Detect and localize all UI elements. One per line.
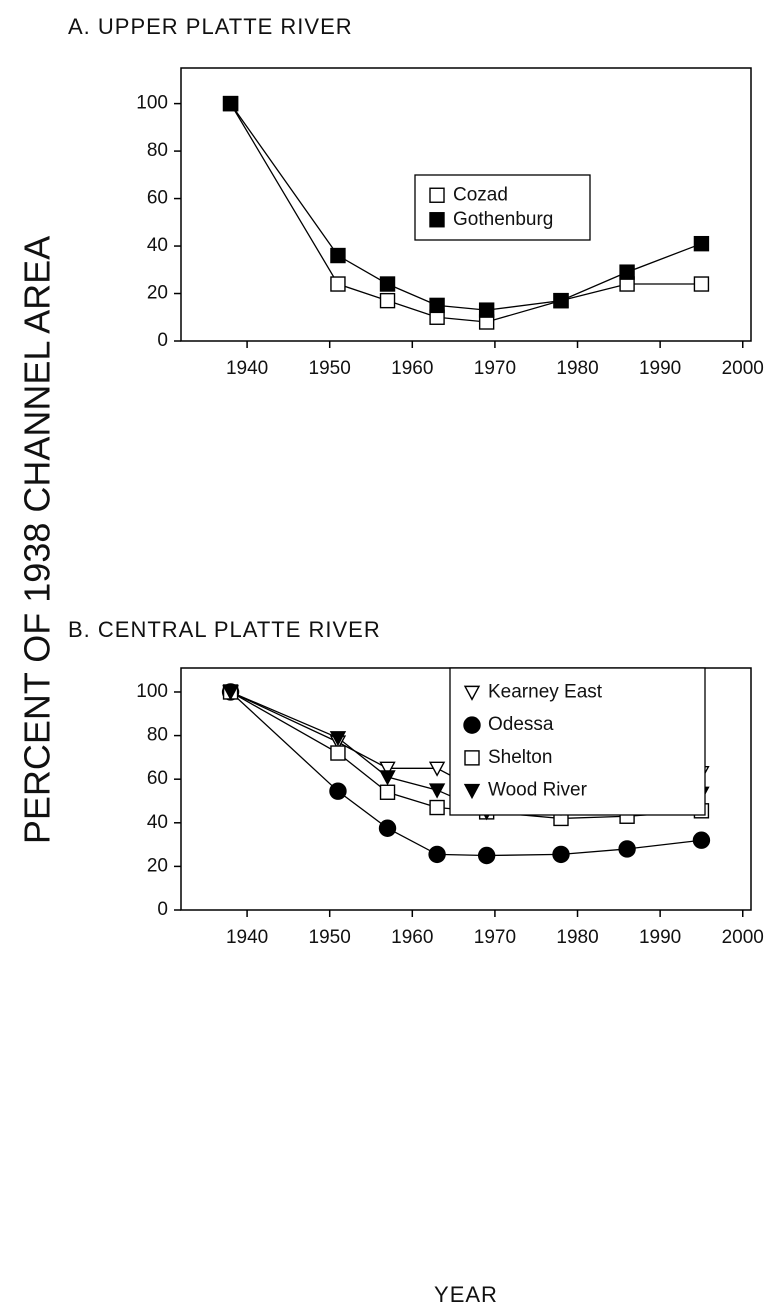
point xyxy=(379,770,396,786)
y-tick-label: 80 xyxy=(147,725,168,746)
y-tick-label: 40 xyxy=(147,235,168,256)
legend-box xyxy=(449,667,706,816)
legend-box xyxy=(414,174,591,241)
legend-marker xyxy=(463,783,481,800)
point xyxy=(429,799,445,816)
point xyxy=(553,292,569,309)
y-tick-label: 40 xyxy=(147,812,168,833)
legend-label: Kearney East xyxy=(488,681,603,702)
point xyxy=(379,276,396,292)
x-tick-label: 1980 xyxy=(556,358,598,379)
point xyxy=(330,276,346,292)
x-tick-label: 1950 xyxy=(309,358,351,379)
point xyxy=(552,845,570,864)
y-tick-label: 20 xyxy=(147,283,168,304)
legend-marker xyxy=(429,187,445,203)
x-tick-label: 2000 xyxy=(722,358,764,379)
point xyxy=(329,782,347,800)
point xyxy=(477,846,496,865)
y-tick-label: 100 xyxy=(136,93,168,114)
x-tick-label: 2000 xyxy=(722,927,764,948)
x-tick-label: 1940 xyxy=(226,358,268,379)
point xyxy=(379,292,396,309)
x-axis-label: YEAR xyxy=(434,1282,498,1307)
legend-label: Shelton xyxy=(488,747,552,768)
panel-b-title: B. CENTRAL PLATTE RIVER xyxy=(68,617,381,642)
y-tick-label: 0 xyxy=(157,899,168,920)
y-tick-label: 100 xyxy=(136,681,168,702)
y-tick-label: 0 xyxy=(157,330,168,351)
y-tick-label: 20 xyxy=(147,855,168,876)
y-tick-label: 60 xyxy=(147,768,168,789)
legend-label: Gothenburg xyxy=(453,209,553,230)
point xyxy=(693,276,710,292)
x-tick-label: 1990 xyxy=(639,927,681,948)
x-tick-label: 1950 xyxy=(309,927,351,948)
point xyxy=(618,840,636,858)
point xyxy=(378,819,397,837)
x-tick-label: 1970 xyxy=(474,927,516,948)
series-line xyxy=(230,103,702,311)
legend-marker xyxy=(463,716,481,734)
point xyxy=(428,761,446,777)
legend-label: Odessa xyxy=(488,714,554,735)
panel-a-title: A. UPPER PLATTE RIVER xyxy=(68,14,353,39)
y-tick-label: 60 xyxy=(147,188,168,209)
point xyxy=(429,297,445,314)
series-line xyxy=(230,103,702,323)
point xyxy=(428,783,446,799)
x-tick-label: 1980 xyxy=(556,927,598,948)
legend-marker xyxy=(464,750,480,766)
legend-label: Cozad xyxy=(453,184,508,205)
x-tick-label: 1960 xyxy=(391,927,433,948)
point xyxy=(379,784,396,800)
legend-marker xyxy=(463,685,481,701)
point xyxy=(379,761,396,777)
x-tick-label: 1990 xyxy=(639,358,681,379)
legend-label: Wood River xyxy=(488,780,588,801)
point xyxy=(222,95,239,112)
series-line xyxy=(230,691,702,857)
x-tick-label: 1970 xyxy=(474,358,516,379)
x-tick-label: 1960 xyxy=(391,358,433,379)
point xyxy=(478,302,495,318)
point xyxy=(692,831,711,849)
point xyxy=(428,845,446,864)
plot-frame xyxy=(180,67,752,342)
point xyxy=(693,235,710,252)
x-tick-label: 1940 xyxy=(226,927,268,948)
point xyxy=(619,264,635,280)
point xyxy=(329,731,347,747)
point xyxy=(330,247,346,264)
point xyxy=(330,745,346,761)
y-axis-label: PERCENT OF 1938 CHANNEL AREA xyxy=(17,236,58,844)
point xyxy=(222,685,239,701)
y-tick-label: 80 xyxy=(147,140,168,161)
legend-marker xyxy=(429,212,445,228)
